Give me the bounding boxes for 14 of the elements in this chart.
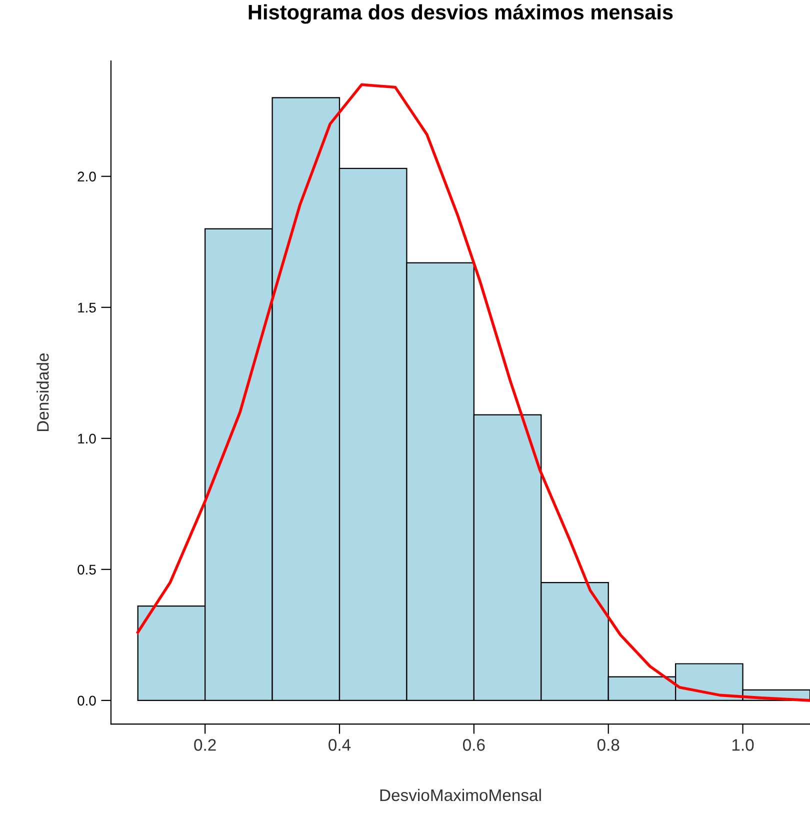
- y-tick-label: 0.5: [78, 564, 96, 575]
- x-tick-label: 1.0: [732, 739, 754, 751]
- x-tick-label: 0.8: [597, 739, 620, 751]
- chart-title: Histograma dos desvios máximos mensais: [248, 4, 673, 24]
- x-tick-label: 0.2: [194, 739, 216, 751]
- x-axis-title: DesvioMaximoMensal: [380, 788, 541, 802]
- line-series: [136, 83, 810, 702]
- x-tick-label: 0.6: [462, 739, 485, 751]
- x-tick-label: 0.4: [328, 739, 351, 751]
- y-axis-title: Densidade: [36, 353, 49, 432]
- y-tick-label: 1.5: [78, 302, 96, 313]
- y-tick-label: 1.0: [78, 434, 96, 444]
- y-tick-label: 2.0: [78, 172, 96, 182]
- y-tick-label: 0.0: [78, 696, 96, 706]
